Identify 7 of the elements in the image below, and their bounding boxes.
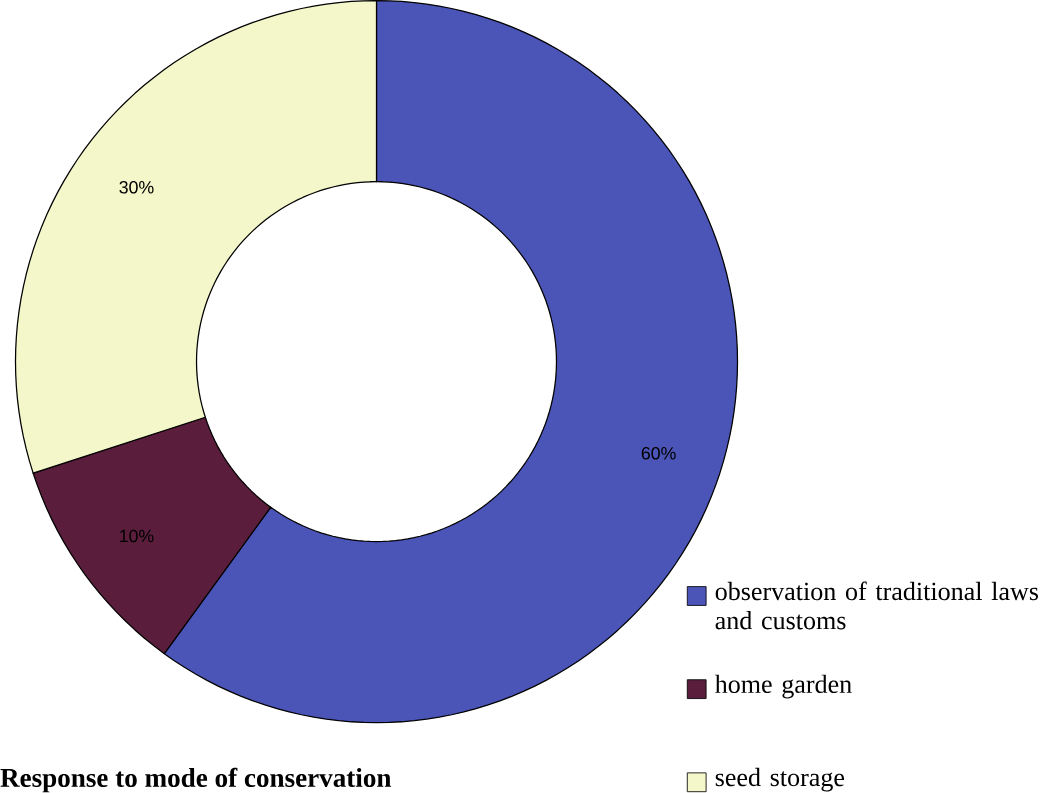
legend-label: seed storage xyxy=(715,768,845,792)
text: Response to mode of conservation xyxy=(0,767,392,793)
data-label: 10% xyxy=(120,529,154,543)
legend-label: home garden xyxy=(714,674,852,699)
data-label: 60% xyxy=(641,447,676,460)
data-label: 30% xyxy=(119,181,154,194)
legend-label: observation of traditional laws and customs xyxy=(715,581,1039,630)
